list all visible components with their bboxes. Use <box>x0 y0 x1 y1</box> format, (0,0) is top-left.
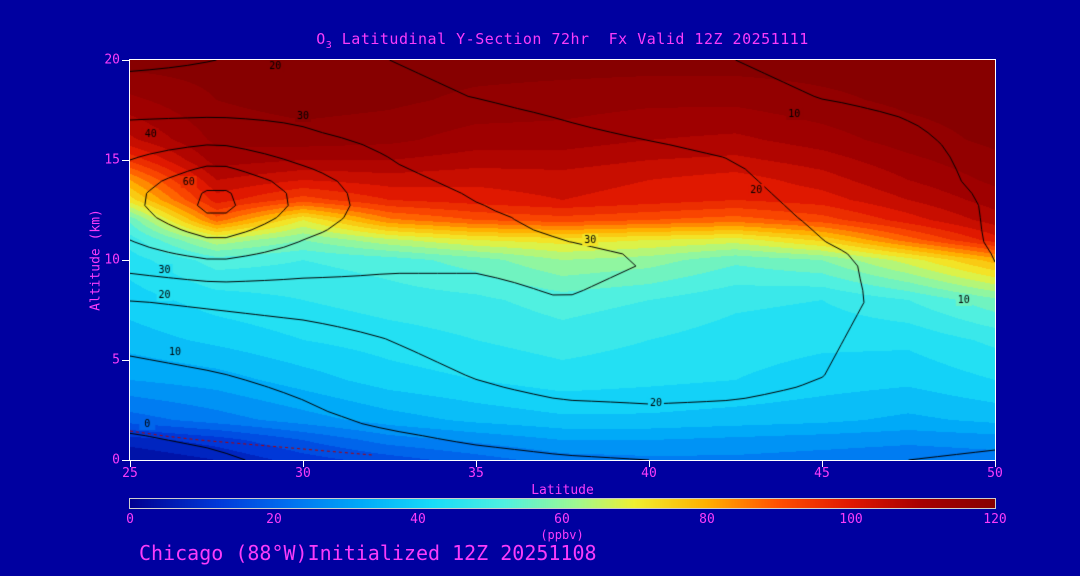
colorbar-tick-label: 20 <box>266 512 282 527</box>
x-tick-mark <box>995 461 996 467</box>
x-axis-title: Latitude <box>531 483 594 498</box>
y-tick-label: 20 <box>104 52 120 68</box>
colorbar <box>129 498 996 509</box>
x-tick-label: 40 <box>641 466 657 481</box>
y-tick-mark <box>122 60 129 61</box>
colorbar-canvas <box>130 499 995 508</box>
x-tick-mark <box>130 461 131 467</box>
x-tick-label: 30 <box>295 466 311 481</box>
colorbar-tick-label: 60 <box>554 512 570 527</box>
x-tick-label: 50 <box>987 466 1003 481</box>
chart-title: O3 Latitudinal Y-Section 72hr Fx Valid 1… <box>130 30 995 51</box>
x-tick-label: 45 <box>814 466 830 481</box>
colorbar-tick-label: 80 <box>699 512 715 527</box>
x-tick-mark <box>303 461 304 467</box>
colorbar-unit-label: (ppbv) <box>540 528 584 542</box>
colorbar-tick-label: 100 <box>839 512 863 527</box>
x-tick-mark <box>822 461 823 467</box>
title-text: Latitudinal Y-Section 72hr Fx Valid 12Z … <box>332 30 809 48</box>
x-tick-mark <box>476 461 477 467</box>
title-subscript: 3 <box>325 40 333 51</box>
x-tick-mark <box>649 461 650 467</box>
y-tick-label: 10 <box>104 252 120 268</box>
colorbar-tick-label: 120 <box>983 512 1007 527</box>
y-tick-mark <box>122 360 129 361</box>
colorbar-tick-label: 40 <box>410 512 426 527</box>
model-init-caption: Chicago (88°W)Initialized 12Z 20251108 <box>139 541 597 565</box>
y-tick-mark <box>122 460 129 461</box>
title-species: O <box>316 30 326 48</box>
y-tick-mark <box>122 260 129 261</box>
y-tick-label: 0 <box>112 452 120 468</box>
y-tick-label: 15 <box>104 152 120 168</box>
x-tick-label: 35 <box>468 466 484 481</box>
colorbar-tick-label: 0 <box>126 512 134 527</box>
y-tick-label: 5 <box>112 352 120 368</box>
plot-area <box>129 59 996 461</box>
x-tick-label: 25 <box>122 466 138 481</box>
y-tick-mark <box>122 160 129 161</box>
contour-plot-canvas <box>130 60 995 460</box>
